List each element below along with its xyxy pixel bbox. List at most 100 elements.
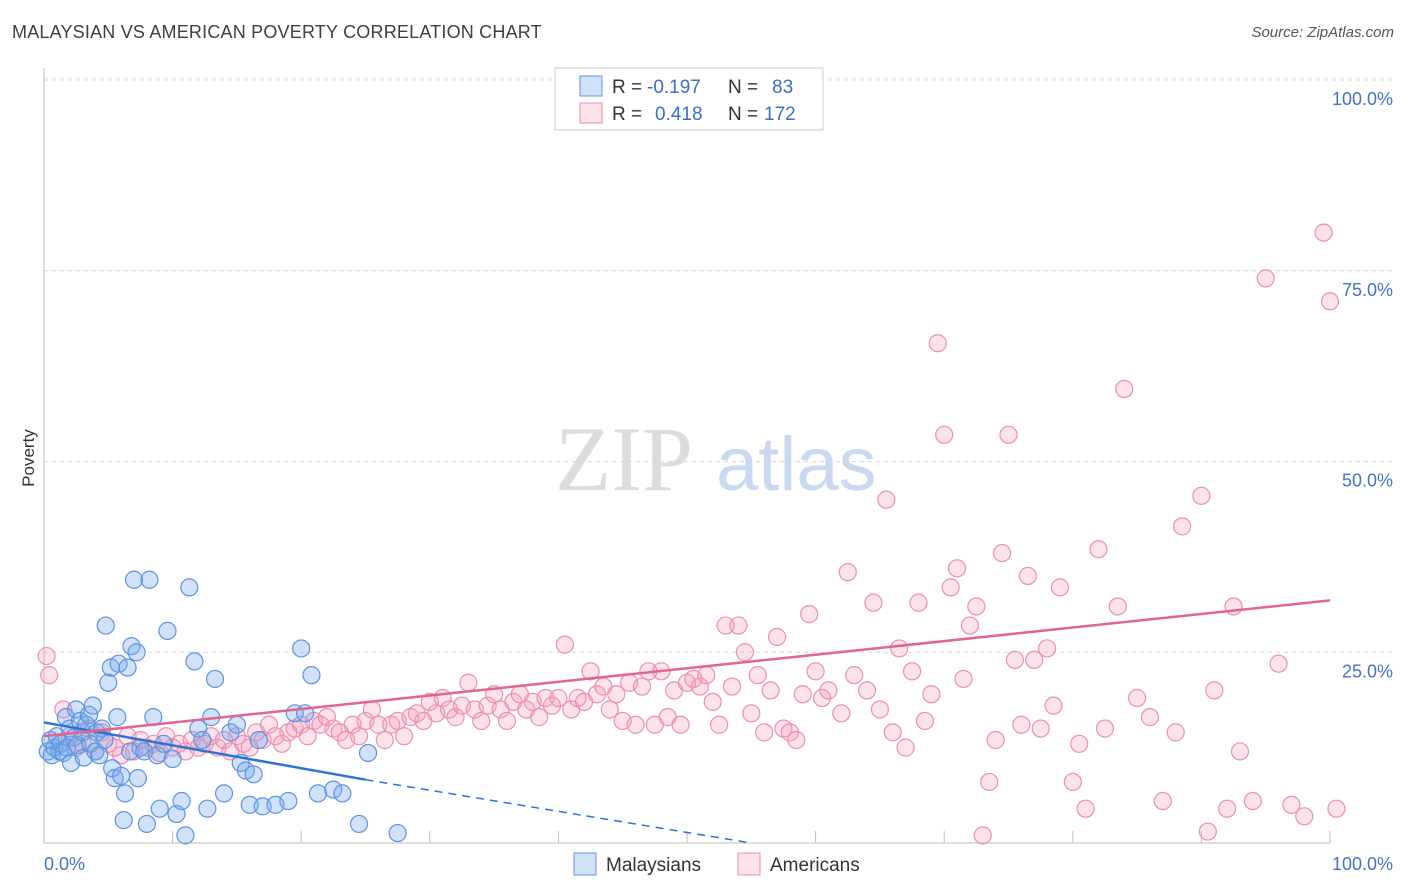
malaysian-point-60 <box>198 799 217 818</box>
american-point-144 <box>980 772 999 792</box>
malaysian-point-34 <box>112 766 131 785</box>
x-tick-label-1: 100.0% <box>1332 854 1393 874</box>
american-point-48 <box>349 727 369 746</box>
y-tick-label-2: 75.0% <box>1342 280 1393 300</box>
legend-n-label-1: N = <box>728 77 758 98</box>
american-point-109 <box>742 704 761 723</box>
malaysian-point-33 <box>109 654 128 673</box>
american-point-156 <box>1063 772 1082 792</box>
american-point-138 <box>941 578 960 597</box>
watermark-atlas: atlas <box>716 422 877 507</box>
malaysian-point-51 <box>158 621 177 640</box>
american-point-164 <box>1140 708 1160 727</box>
malaysian-trendline-extension <box>365 778 752 844</box>
american-point-85 <box>587 685 607 704</box>
american-point-159 <box>1089 540 1108 559</box>
malaysian-point-36 <box>115 784 135 803</box>
american-point-120 <box>812 688 832 708</box>
american-point-150 <box>1018 566 1037 586</box>
american-point-65 <box>459 673 478 692</box>
malaysian-point-56 <box>180 578 199 597</box>
malaysian-point-62 <box>205 669 225 689</box>
american-point-92 <box>632 677 652 696</box>
american-point-122 <box>832 704 851 723</box>
y-tick-label-0: 25.0% <box>1342 661 1393 681</box>
american-point-77 <box>536 688 555 708</box>
malaysian-point-45 <box>137 814 156 834</box>
american-point-125 <box>857 681 877 700</box>
axes <box>43 68 1331 844</box>
american-point-126 <box>864 593 883 612</box>
stats-legend-box <box>554 67 824 131</box>
malaysian-point-57 <box>185 652 204 671</box>
american-point-174 <box>1243 791 1262 811</box>
american-point-163 <box>1127 688 1147 708</box>
american-point-91 <box>626 715 645 734</box>
x-tick-labels: 0.0% 100.0% <box>44 854 1393 874</box>
malaysian-trendline <box>43 721 366 781</box>
malaysian-points <box>38 570 407 845</box>
american-swatch <box>579 102 603 124</box>
american-point-166 <box>1166 723 1185 742</box>
american-point-133 <box>909 593 928 612</box>
american-point-130 <box>890 639 909 658</box>
american-point-127 <box>870 700 890 719</box>
american-point-176 <box>1269 654 1288 673</box>
american-point-179 <box>1314 223 1333 242</box>
american-point-43 <box>317 708 337 727</box>
american-point-115 <box>780 723 799 742</box>
american-point-148 <box>1005 650 1025 669</box>
chart-title: MALAYSIAN VS AMERICAN POVERTY CORRELATIO… <box>12 22 542 42</box>
american-point-113 <box>767 627 787 647</box>
american-point-105 <box>716 616 735 635</box>
malaysian-point-24 <box>90 746 109 765</box>
malaysian-point-55 <box>176 826 195 845</box>
american-point-131 <box>896 738 915 757</box>
american-point-34 <box>259 715 279 734</box>
american-point-107 <box>729 616 748 635</box>
american-point-57 <box>407 704 427 723</box>
american-point-152 <box>1031 719 1050 738</box>
malaysian-point-79 <box>324 780 343 799</box>
legend-n-value-1: 83 <box>772 77 793 98</box>
american-point-175 <box>1256 269 1275 288</box>
american-point-117 <box>793 685 812 704</box>
malaysian-point-52 <box>163 749 182 769</box>
source-credit: Source: ZipAtlas.com <box>1251 24 1394 41</box>
american-point-162 <box>1115 379 1134 399</box>
stats-legend: R = -0.197 N = 83 R = 0.418 N = 172 <box>554 67 824 131</box>
american-point-181 <box>1327 799 1346 818</box>
malaysian-point-78 <box>308 784 328 803</box>
american-point-63 <box>446 708 465 727</box>
malaysian-point-73 <box>279 791 298 811</box>
y-tick-labels: 25.0% 50.0% 75.0% 100.0% <box>1332 89 1393 681</box>
malaysian-point-65 <box>227 715 246 734</box>
american-point-51 <box>369 715 388 734</box>
american-point-121 <box>819 681 838 700</box>
watermark: ZIP atlas <box>555 408 877 510</box>
american-point-137 <box>935 425 954 444</box>
bottom-legend-american: Americans <box>770 855 860 876</box>
american-point-180 <box>1320 292 1340 311</box>
y-tick-label-3: 100.0% <box>1332 89 1393 109</box>
american-point-167 <box>1173 517 1192 536</box>
malaysian-point-64 <box>221 723 240 742</box>
american-point-155 <box>1050 578 1070 597</box>
malaysian-point-38 <box>121 742 140 761</box>
malaysian-point-59 <box>193 730 212 750</box>
legend-n-label-2: N = <box>728 104 758 125</box>
american-point-108 <box>735 643 754 662</box>
malaysian-point-42 <box>128 769 147 788</box>
malaysian-point-27 <box>96 616 115 635</box>
american-point-140 <box>954 669 973 689</box>
malaysian-point-81 <box>349 814 369 834</box>
american-point-0 <box>37 646 56 666</box>
bottom-legend-american-swatch <box>737 852 761 876</box>
malaysian-point-70 <box>249 730 268 750</box>
american-point-106 <box>722 677 742 696</box>
american-point-149 <box>1012 715 1031 734</box>
malaysian-swatch <box>579 75 603 97</box>
y-axis-label: Poverty <box>19 429 38 487</box>
american-point-158 <box>1076 799 1095 818</box>
